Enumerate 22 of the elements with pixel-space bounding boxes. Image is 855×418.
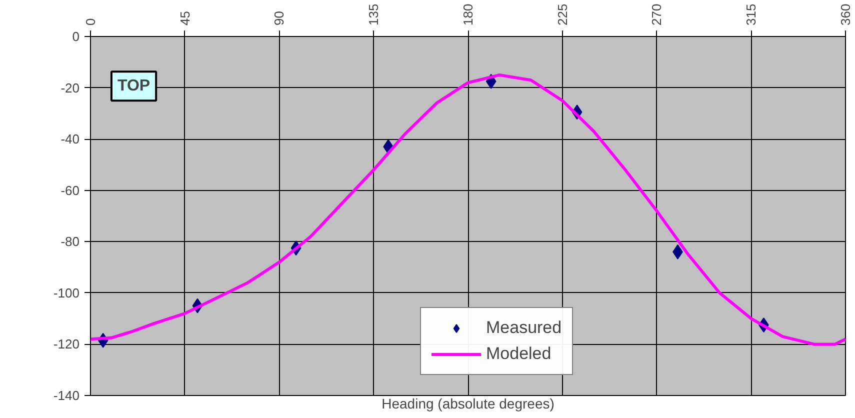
annotation: TOP	[117, 78, 150, 95]
y-tick-label: -80	[60, 234, 80, 250]
x-tick-label: 180	[460, 4, 476, 26]
y-tick-label: -140	[53, 388, 80, 403]
x-tick-label: 0	[83, 18, 98, 26]
x-tick-label: 135	[366, 4, 382, 26]
y-tick-label: -100	[53, 285, 80, 300]
y-tick-label: -120	[53, 336, 80, 352]
y-tick-label: -60	[60, 182, 80, 198]
x-tick-label: 315	[744, 4, 759, 26]
x-tick-label: 360	[838, 4, 853, 26]
x-tick-label: 270	[649, 4, 664, 26]
x-axis-title: Heading (absolute degrees)	[382, 396, 554, 412]
legend-label: Modeled	[486, 344, 552, 364]
y-tick-label: -20	[60, 80, 80, 96]
x-tick-label: 90	[272, 11, 287, 26]
line-series	[90, 73, 846, 346]
y-tick-label: -40	[60, 132, 80, 147]
legend-label: Measured	[486, 318, 562, 338]
x-tick-label: 45	[177, 11, 192, 26]
x-tick-label: 225	[554, 4, 570, 26]
y-tick-label: 0	[72, 29, 80, 44]
